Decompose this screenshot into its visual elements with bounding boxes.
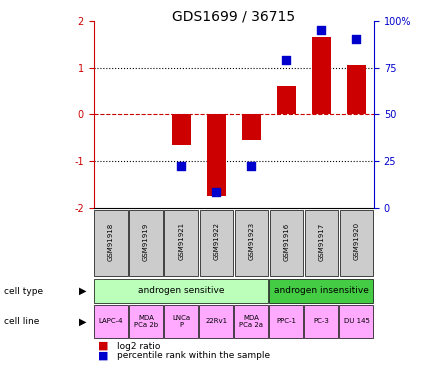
Bar	[234, 305, 268, 338]
Text: GSM91920: GSM91920	[354, 222, 360, 261]
Bar	[94, 279, 268, 303]
Text: androgen sensitive: androgen sensitive	[138, 286, 224, 295]
Text: LAPC-4: LAPC-4	[99, 318, 123, 324]
Text: GDS1699 / 36715: GDS1699 / 36715	[172, 9, 295, 23]
Text: androgen insensitive: androgen insensitive	[274, 286, 369, 295]
Bar	[94, 210, 128, 276]
Text: percentile rank within the sample: percentile rank within the sample	[117, 351, 270, 360]
Text: cell type: cell type	[4, 286, 43, 296]
Text: GSM91919: GSM91919	[143, 222, 149, 261]
Point	[213, 189, 220, 195]
Bar	[340, 210, 373, 276]
Text: LNCa
P: LNCa P	[172, 315, 190, 327]
Text: log2 ratio: log2 ratio	[117, 342, 160, 351]
Bar	[129, 210, 163, 276]
Bar	[312, 37, 331, 114]
Text: MDA
PCa 2a: MDA PCa 2a	[239, 315, 263, 327]
Text: ■: ■	[98, 351, 108, 360]
Bar	[269, 305, 303, 338]
Text: GSM91916: GSM91916	[283, 222, 289, 261]
Bar	[129, 305, 163, 338]
Text: PC-3: PC-3	[314, 318, 329, 324]
Text: GSM91923: GSM91923	[248, 222, 254, 261]
Text: 22Rv1: 22Rv1	[205, 318, 227, 324]
Bar	[235, 210, 268, 276]
Point	[283, 57, 290, 63]
Text: ▶: ▶	[79, 317, 87, 327]
Bar	[347, 65, 366, 114]
Bar	[269, 210, 303, 276]
Text: GSM91922: GSM91922	[213, 222, 219, 260]
Bar	[199, 305, 233, 338]
Bar	[277, 86, 296, 114]
Bar	[199, 210, 233, 276]
Bar	[269, 279, 374, 303]
Bar	[94, 305, 128, 338]
Bar	[242, 114, 261, 140]
Text: MDA
PCa 2b: MDA PCa 2b	[134, 315, 158, 327]
Bar	[164, 305, 198, 338]
Text: GSM91918: GSM91918	[108, 222, 114, 261]
Bar	[207, 114, 226, 196]
Text: GSM91921: GSM91921	[178, 222, 184, 261]
Text: PPC-1: PPC-1	[276, 318, 296, 324]
Point	[248, 163, 255, 169]
Text: DU 145: DU 145	[343, 318, 369, 324]
Bar	[164, 210, 198, 276]
Text: cell line: cell line	[4, 317, 40, 326]
Point	[318, 27, 325, 33]
Bar	[305, 210, 338, 276]
Point	[353, 36, 360, 42]
Bar	[304, 305, 338, 338]
Bar	[340, 305, 374, 338]
Text: ■: ■	[98, 341, 108, 351]
Text: ▶: ▶	[79, 286, 87, 296]
Bar	[172, 114, 191, 145]
Text: GSM91917: GSM91917	[318, 222, 324, 261]
Point	[178, 163, 184, 169]
